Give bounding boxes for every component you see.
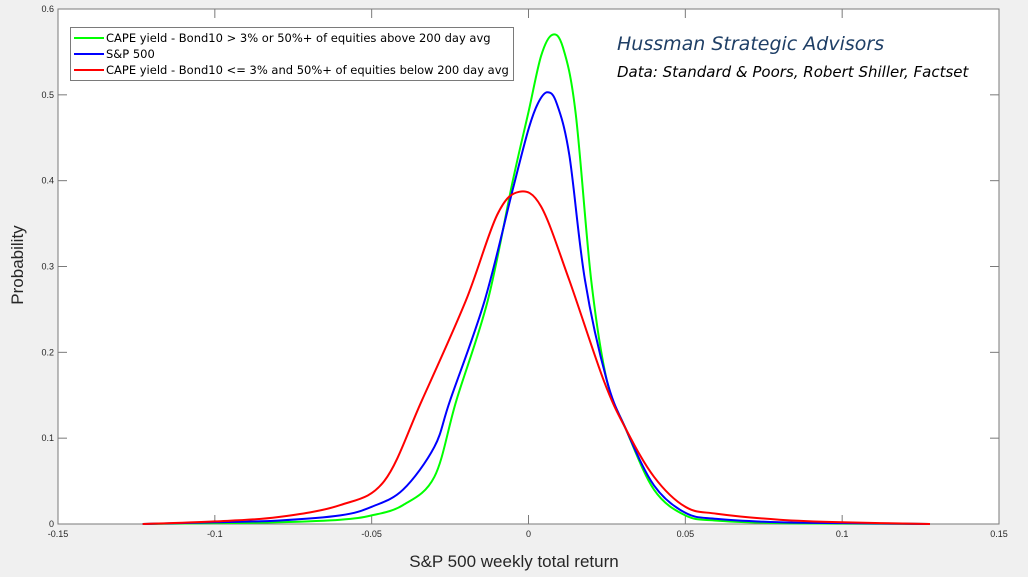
x-tick-label: 0.15 <box>990 529 1008 539</box>
series-line-1 <box>142 91 931 525</box>
data-series <box>142 33 931 525</box>
plot-area <box>57 8 1000 525</box>
series-line-2 <box>142 190 931 525</box>
x-tick-label: -0.15 <box>48 529 69 539</box>
y-tick-label: 0 <box>49 519 54 529</box>
source-title: Hussman Strategic Advisors <box>617 33 885 55</box>
source-subtitle: Data: Standard & Poors, Robert Shiller, … <box>617 63 969 81</box>
legend-item-blue: S&P 500 <box>74 46 509 62</box>
legend-label: S&P 500 <box>106 47 155 61</box>
x-tick-label: -0.1 <box>207 529 223 539</box>
legend-swatch-red <box>74 69 104 71</box>
legend: CAPE yield - Bond10 > 3% or 50%+ of equi… <box>70 27 514 81</box>
legend-swatch-blue <box>74 53 104 55</box>
x-tick-label: 0.1 <box>836 529 849 539</box>
series-line-0 <box>142 33 931 525</box>
y-tick-label: 0.3 <box>41 262 54 272</box>
y-tick-label: 0.1 <box>41 433 54 443</box>
legend-swatch-green <box>74 37 104 39</box>
axis-ticks: -0.15 -0.1 -0.05 0 0.05 0.1 0.15 0 0.1 0.2 0.3 0.4 0… <box>41 4 1007 539</box>
x-tick-label: 0.05 <box>677 529 695 539</box>
x-axis-title: S&P 500 weekly total return <box>409 552 619 571</box>
y-tick-label: 0.4 <box>41 176 54 186</box>
legend-label: CAPE yield - Bond10 <= 3% and 50%+ of eq… <box>106 63 509 77</box>
x-tick-label: 0 <box>526 529 531 539</box>
legend-item-red: CAPE yield - Bond10 <= 3% and 50%+ of eq… <box>74 62 509 78</box>
legend-item-green: CAPE yield - Bond10 > 3% or 50%+ of equi… <box>74 30 509 46</box>
y-axis-title: Probability <box>8 225 27 305</box>
y-tick-label: 0.5 <box>41 90 54 100</box>
y-tick-label: 0.2 <box>41 347 54 357</box>
x-tick-label: -0.05 <box>361 529 382 539</box>
y-tick-label: 0.6 <box>41 4 54 14</box>
legend-label: CAPE yield - Bond10 > 3% or 50%+ of equi… <box>106 31 491 45</box>
